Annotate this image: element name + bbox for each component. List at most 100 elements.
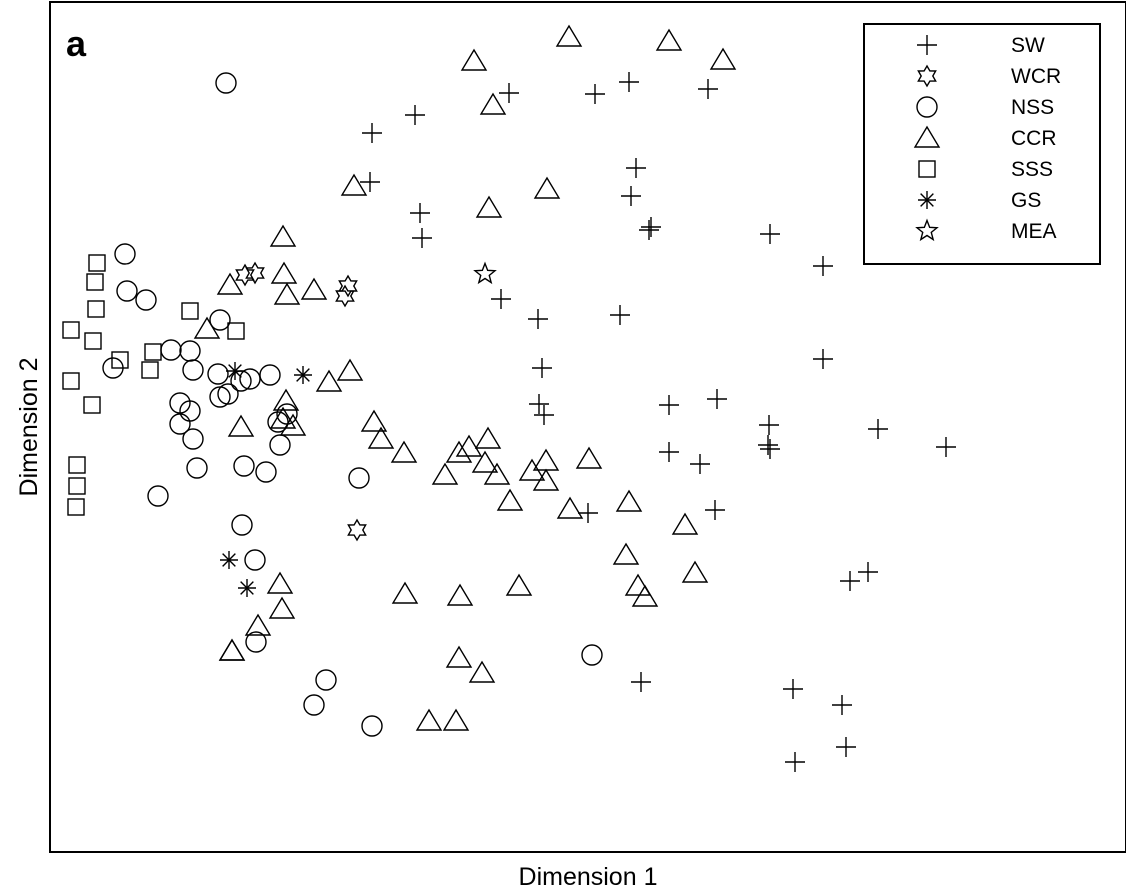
point-sw-3 [499, 83, 519, 103]
legend-item-ccr: CCR [913, 125, 1057, 150]
point-gs-2 [294, 366, 312, 384]
point-ccr-3 [709, 47, 737, 70]
point-ccr-40 [266, 571, 294, 594]
point-ccr-34 [615, 489, 643, 512]
point-ccr-33 [575, 446, 603, 469]
point-ccr-51 [612, 542, 640, 565]
point-sw-15 [639, 220, 659, 240]
point-ccr-45 [505, 573, 533, 596]
point-nss-19 [269, 434, 291, 456]
point-nss-33 [315, 669, 337, 691]
point-sw-31 [758, 435, 778, 455]
point-nss-17 [182, 428, 204, 450]
point-sss-7 [83, 396, 101, 414]
legend-marker-ccr [913, 125, 941, 148]
point-ccr-35 [671, 512, 699, 535]
point-sss-13 [67, 498, 85, 516]
point-nss-4 [135, 289, 157, 311]
point-sss-2 [86, 273, 104, 291]
legend: SW WCR NSS CCR SSS GS MEA [863, 23, 1101, 265]
point-sw-12 [528, 309, 548, 329]
point-sw-27 [868, 419, 888, 439]
point-ccr-53 [391, 581, 419, 604]
point-ccr-31 [532, 448, 560, 471]
point-ccr-19 [390, 440, 418, 463]
point-ccr-36 [624, 573, 652, 596]
point-ccr-28 [471, 450, 499, 473]
point-ccr-43 [218, 638, 246, 661]
point-sss-9 [141, 361, 159, 379]
legend-item-nss: NSS [916, 96, 1054, 119]
point-nss-7 [179, 340, 201, 362]
point-nss-22 [186, 457, 208, 479]
point-sss-3 [87, 300, 105, 318]
legend-item-gs: GS [918, 189, 1041, 212]
point-ccr-10 [270, 261, 298, 284]
x-axis-label: Dimension 1 [519, 863, 658, 890]
point-ccr-38 [496, 488, 524, 511]
point-ccr-23 [272, 388, 300, 411]
point-ccr-41 [268, 596, 296, 619]
point-gs-4 [238, 579, 256, 597]
point-sw-5 [619, 72, 639, 92]
point-sw-9 [410, 203, 430, 223]
point-sw-37 [832, 695, 852, 715]
point-ccr-4 [460, 48, 488, 71]
point-sw-1 [362, 123, 382, 143]
point-sw-23 [707, 389, 727, 409]
point-nss-15 [169, 392, 191, 414]
point-sw-40 [785, 752, 805, 772]
point-nss-3 [116, 280, 138, 302]
legend-item-sw: SW [917, 34, 1045, 57]
point-nss-23 [147, 485, 169, 507]
point-wcr-4 [338, 274, 358, 298]
point-ccr-24 [445, 440, 473, 463]
point-ccr-11 [216, 272, 244, 295]
point-sw-25 [759, 415, 779, 435]
point-sss-8 [111, 351, 129, 369]
point-sw-24 [760, 439, 780, 459]
legend-marker-gs [918, 191, 936, 209]
point-sw-14 [610, 305, 630, 325]
legend-label-gs: GS [1011, 189, 1041, 212]
point-ccr-20 [227, 414, 255, 437]
point-ccr-14 [193, 316, 221, 339]
point-sw-11 [491, 289, 511, 309]
point-ccr-44 [218, 638, 246, 661]
point-ccr-49 [415, 708, 443, 731]
legend-label-wcr: WCR [1011, 65, 1061, 88]
legend-item-sss: SSS [918, 158, 1053, 181]
legend-item-wcr: WCR [917, 64, 1061, 88]
point-wcr-2 [245, 261, 265, 285]
point-ccr-17 [367, 426, 395, 449]
point-sw-38 [631, 672, 651, 692]
point-nss-11 [160, 339, 182, 361]
point-nss-2 [114, 243, 136, 265]
legend-marker-wcr [917, 64, 937, 88]
legend-label-mea: MEA [1011, 220, 1057, 243]
point-sss-1 [88, 254, 106, 272]
point-sw-10 [412, 228, 432, 248]
point-sss-12 [68, 477, 86, 495]
point-wcr-1 [235, 263, 255, 287]
point-ccr-50 [681, 560, 709, 583]
point-ccr-13 [300, 277, 328, 300]
point-sss-11 [68, 456, 86, 474]
point-ccr-12 [273, 282, 301, 305]
point-nss-8 [259, 364, 281, 386]
point-nss-34 [581, 644, 603, 666]
point-sw-28 [936, 437, 956, 457]
legend-marker-sss [918, 160, 936, 178]
point-wcr-5 [347, 518, 367, 542]
point-sw-34 [840, 571, 860, 591]
plot-frame [49, 1, 1126, 853]
point-ccr-15 [336, 358, 364, 381]
point-sw-39 [836, 737, 856, 757]
point-ccr-42 [244, 613, 272, 636]
point-sw-32 [690, 454, 710, 474]
point-ccr-52 [446, 583, 474, 606]
point-ccr-48 [442, 708, 470, 731]
point-nss-16 [169, 413, 191, 435]
point-nss-32 [361, 715, 383, 737]
point-nss-12 [182, 359, 204, 381]
